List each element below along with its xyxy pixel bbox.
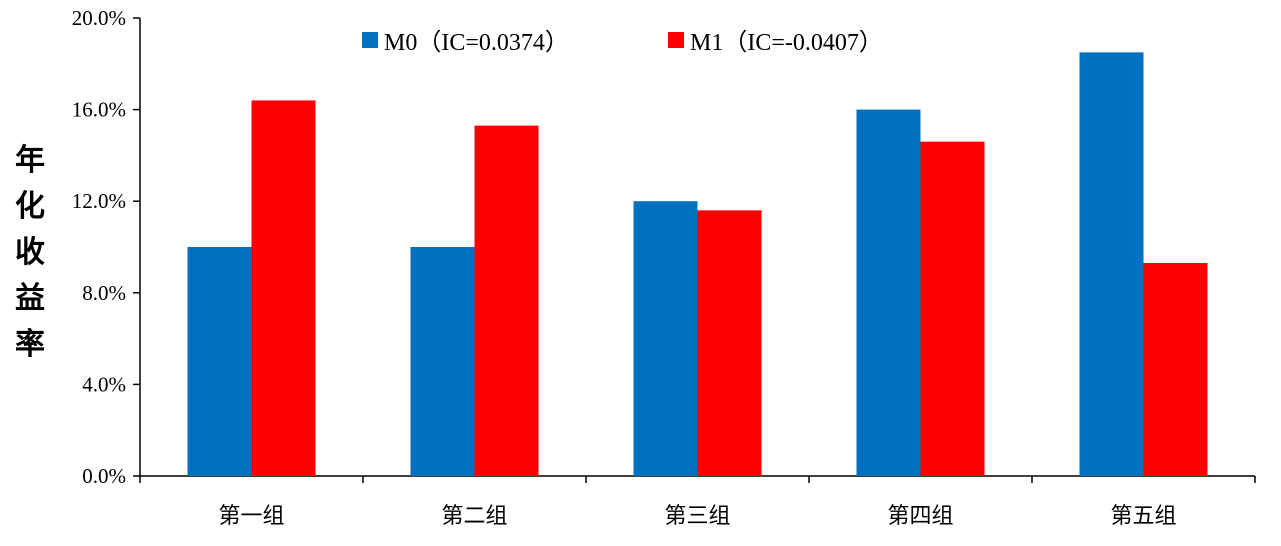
- bar-series-0-2: [633, 201, 698, 476]
- legend-label: M0（IC=0.0374）: [384, 30, 569, 56]
- x-axis: 第一组 第二组 第三组 第四组 第五组: [139, 475, 1256, 529]
- bar-series-1-3: [920, 141, 985, 476]
- x-tick-label: 第四组: [887, 504, 953, 529]
- bar-series-1-1: [474, 125, 539, 476]
- x-tick-label: 第三组: [664, 504, 730, 529]
- bar-series-0-0: [187, 247, 252, 476]
- y-tick-label: 4.0%: [82, 372, 126, 396]
- y-tick-label: 12.0%: [72, 189, 126, 213]
- y-axis: 0.0% 4.0% 8.0% 12.0% 16.0% 20.0%: [72, 6, 141, 488]
- x-tick-label: 第二组: [441, 504, 507, 529]
- y-axis-label-char: 率: [15, 327, 45, 362]
- y-tick-label: 20.0%: [72, 6, 126, 30]
- y-tick-label: 16.0%: [72, 98, 126, 122]
- y-tick-label: 8.0%: [82, 281, 126, 305]
- y-axis-label-char: 化: [15, 189, 45, 224]
- bar-series-0-3: [856, 109, 921, 476]
- bar-series-0-4: [1079, 52, 1144, 476]
- bar-series-0-1: [410, 247, 475, 476]
- y-axis-label-char: 年: [15, 143, 45, 178]
- legend: M0（IC=0.0374） M1（IC=-0.0407）: [362, 30, 883, 56]
- y-axis-label-char: 益: [15, 281, 45, 316]
- y-axis-label-char: 收: [15, 235, 45, 270]
- bar-series-1-0: [251, 100, 316, 476]
- legend-swatch: [362, 32, 378, 48]
- bar-series-1-4: [1143, 263, 1208, 476]
- legend-swatch: [668, 32, 684, 48]
- y-tick-label: 0.0%: [82, 464, 126, 488]
- x-tick-label: 第一组: [218, 504, 284, 529]
- bar-series-1-2: [697, 210, 762, 477]
- legend-label: M1（IC=-0.0407）: [690, 30, 883, 56]
- x-tick-label: 第五组: [1110, 504, 1176, 529]
- bars: [187, 52, 1208, 477]
